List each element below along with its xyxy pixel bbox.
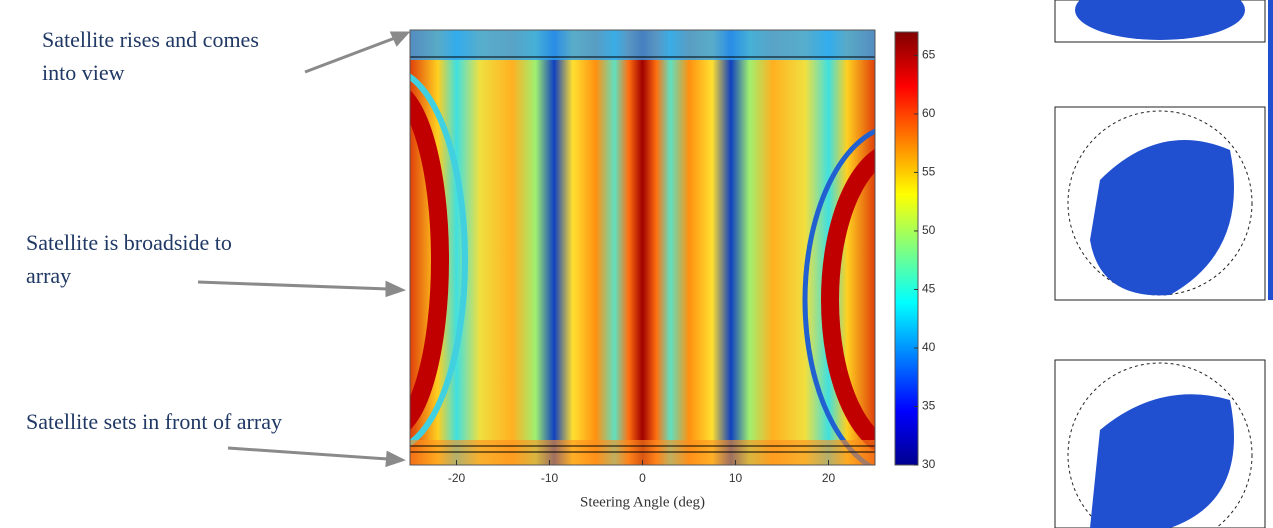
annotation: Satellite sets in front of array [26, 409, 282, 434]
x-axis-label: Steering Angle (deg) [580, 494, 705, 510]
annotation: Satellite rises and comes [42, 27, 259, 52]
thumbnails [1054, 0, 1273, 528]
colorbar-tick-label: 35 [922, 399, 936, 413]
arrows [197, 31, 411, 468]
colorbar-tick-label: 55 [922, 165, 936, 179]
colorbar-tick-label: 65 [922, 48, 936, 62]
annotation: into view [42, 60, 125, 85]
heatmap [410, 30, 875, 465]
colorbar [894, 31, 919, 466]
x-tick-label: -10 [541, 471, 559, 485]
colorbar-tick-label: 50 [922, 223, 936, 237]
annotation: array [26, 263, 71, 288]
colorbar-tick-label: 60 [922, 106, 936, 120]
colorbar-tick-label: 40 [922, 340, 936, 354]
x-tick-label: 0 [639, 471, 646, 485]
x-tick-label: 10 [729, 471, 743, 485]
colorbar-tick-label: 30 [922, 457, 936, 471]
annotation: Satellite is broadside to [26, 230, 232, 255]
x-tick-label: -20 [448, 471, 466, 485]
x-tick-label: 20 [822, 471, 836, 485]
colorbar-tick-label: 45 [922, 282, 936, 296]
